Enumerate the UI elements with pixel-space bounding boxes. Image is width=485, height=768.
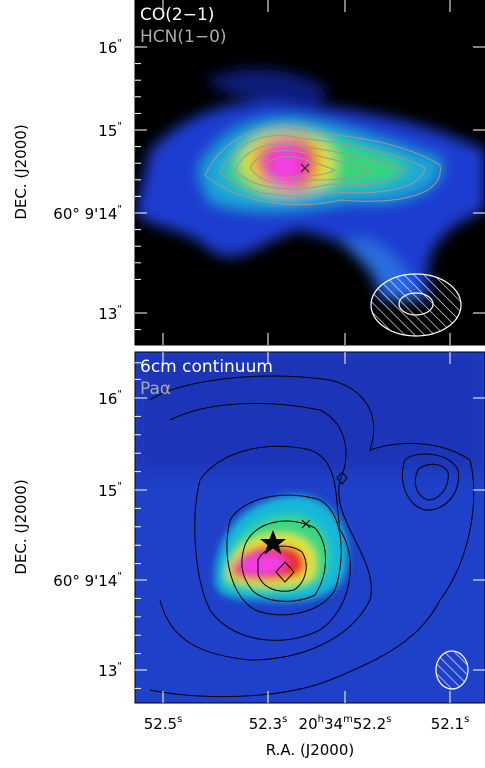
panel-label: HCN(1−0) [140, 27, 227, 47]
panel-label: CO(2−1) [140, 5, 214, 25]
y-tick-label-part: " [117, 571, 122, 582]
y-tick-label-part: " [117, 204, 122, 215]
y-tick-label-part: 13 [98, 662, 117, 680]
y-tick-label: 15" [98, 481, 122, 500]
beam [435, 650, 469, 690]
y-tick-label-part: " [117, 304, 122, 315]
y-tick-label: 16" [98, 38, 122, 57]
x-tick-label-part: 52.2 [353, 715, 386, 733]
y-tick-label-part: 60° 9'14 [53, 205, 117, 223]
y-axis-label: DEC. (J2000) [12, 124, 30, 219]
y-tick-label-part: " [117, 661, 122, 672]
x-tick-label-part: s [464, 714, 469, 725]
x-tick-label-part: s [177, 714, 182, 725]
hcn-contours [204, 126, 441, 206]
x-tick-label: 52.5s [144, 714, 183, 733]
star-marker [260, 530, 286, 555]
y-tick-label: 60° 9'14" [53, 204, 122, 223]
x-axis-label: R.A. (J2000) [266, 741, 355, 759]
x-tick-label-part: 52.5 [144, 715, 177, 733]
frames [134, 0, 485, 704]
panel-label: 6cm continuum [140, 357, 273, 377]
x-tick-label-part: 34 [324, 715, 343, 733]
x-marker [301, 519, 311, 529]
y-tick-label-part: 13 [98, 305, 117, 323]
pa-contours [149, 375, 475, 698]
y-axis-label: DEC. (J2000) [12, 479, 30, 574]
tick-marks [135, 0, 485, 745]
x-tick-label-part: h [318, 714, 324, 725]
y-tick-label: 16" [98, 389, 122, 408]
x-tick-label-part: s [386, 714, 391, 725]
y-tick-label-part: 16 [98, 390, 117, 408]
y-tick-label: 13" [98, 304, 122, 323]
labels: CO(2−1)HCN(1−0)6cm continuumPaα16"15"60°… [12, 5, 469, 759]
y-tick-label-part: 15 [98, 482, 117, 500]
x-tick-label-part: 52.3 [249, 715, 282, 733]
x-tick-label-part: m [343, 714, 353, 725]
y-tick-label: 15" [98, 121, 122, 140]
y-tick-label-part: 15 [98, 122, 117, 140]
y-tick-label-part: 16 [98, 39, 117, 57]
y-tick-label: 60° 9'14" [53, 571, 122, 590]
x-tick-label-part: 20 [299, 715, 318, 733]
co-map [135, 0, 485, 345]
x-tick-label: 20h34m52.2s [299, 714, 392, 733]
continuum-map [135, 352, 485, 703]
x-tick-label-part: s [282, 714, 287, 725]
y-tick-label: 13" [98, 661, 122, 680]
x-marker [300, 163, 310, 173]
beam [370, 273, 462, 337]
y-tick-label-part: " [117, 481, 122, 492]
x-tick-label: 52.1s [431, 714, 470, 733]
y-tick-label-part: " [117, 121, 122, 132]
y-tick-label-part: 60° 9'14 [53, 572, 117, 590]
x-tick-label: 52.3s [249, 714, 288, 733]
x-tick-label-part: 52.1 [431, 715, 464, 733]
panel-label: Paα [140, 379, 171, 399]
y-tick-label-part: " [117, 389, 122, 400]
y-tick-label-part: " [117, 38, 122, 49]
